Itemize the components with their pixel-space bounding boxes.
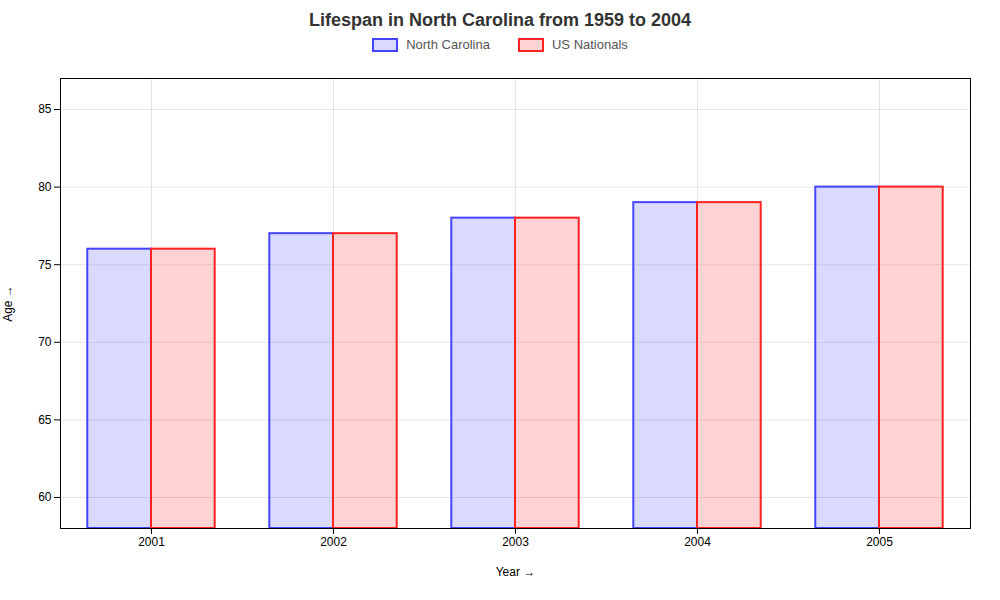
svg-text:65: 65 [38, 413, 52, 427]
svg-text:85: 85 [38, 102, 52, 116]
svg-text:60: 60 [38, 490, 52, 504]
html-text:US Nationals: US Nationals [552, 37, 628, 52]
svg-text:Year →: Year → [496, 565, 536, 579]
svg-text:75: 75 [38, 258, 52, 272]
svg-text:2003: 2003 [502, 535, 529, 549]
svg-text:80: 80 [38, 180, 52, 194]
html-text:Lifespan in North Carolina fro: Lifespan in North Carolina from 1959 to … [308, 10, 691, 30]
svg-text:2005: 2005 [866, 535, 893, 549]
svg-text:2001: 2001 [138, 535, 165, 549]
svg-text:2002: 2002 [320, 535, 347, 549]
svg-text:Age →: Age → [1, 285, 15, 322]
html-text:North Carolina: North Carolina [406, 37, 490, 52]
svg-text:70: 70 [38, 335, 52, 349]
svg-text:2004: 2004 [684, 535, 711, 549]
